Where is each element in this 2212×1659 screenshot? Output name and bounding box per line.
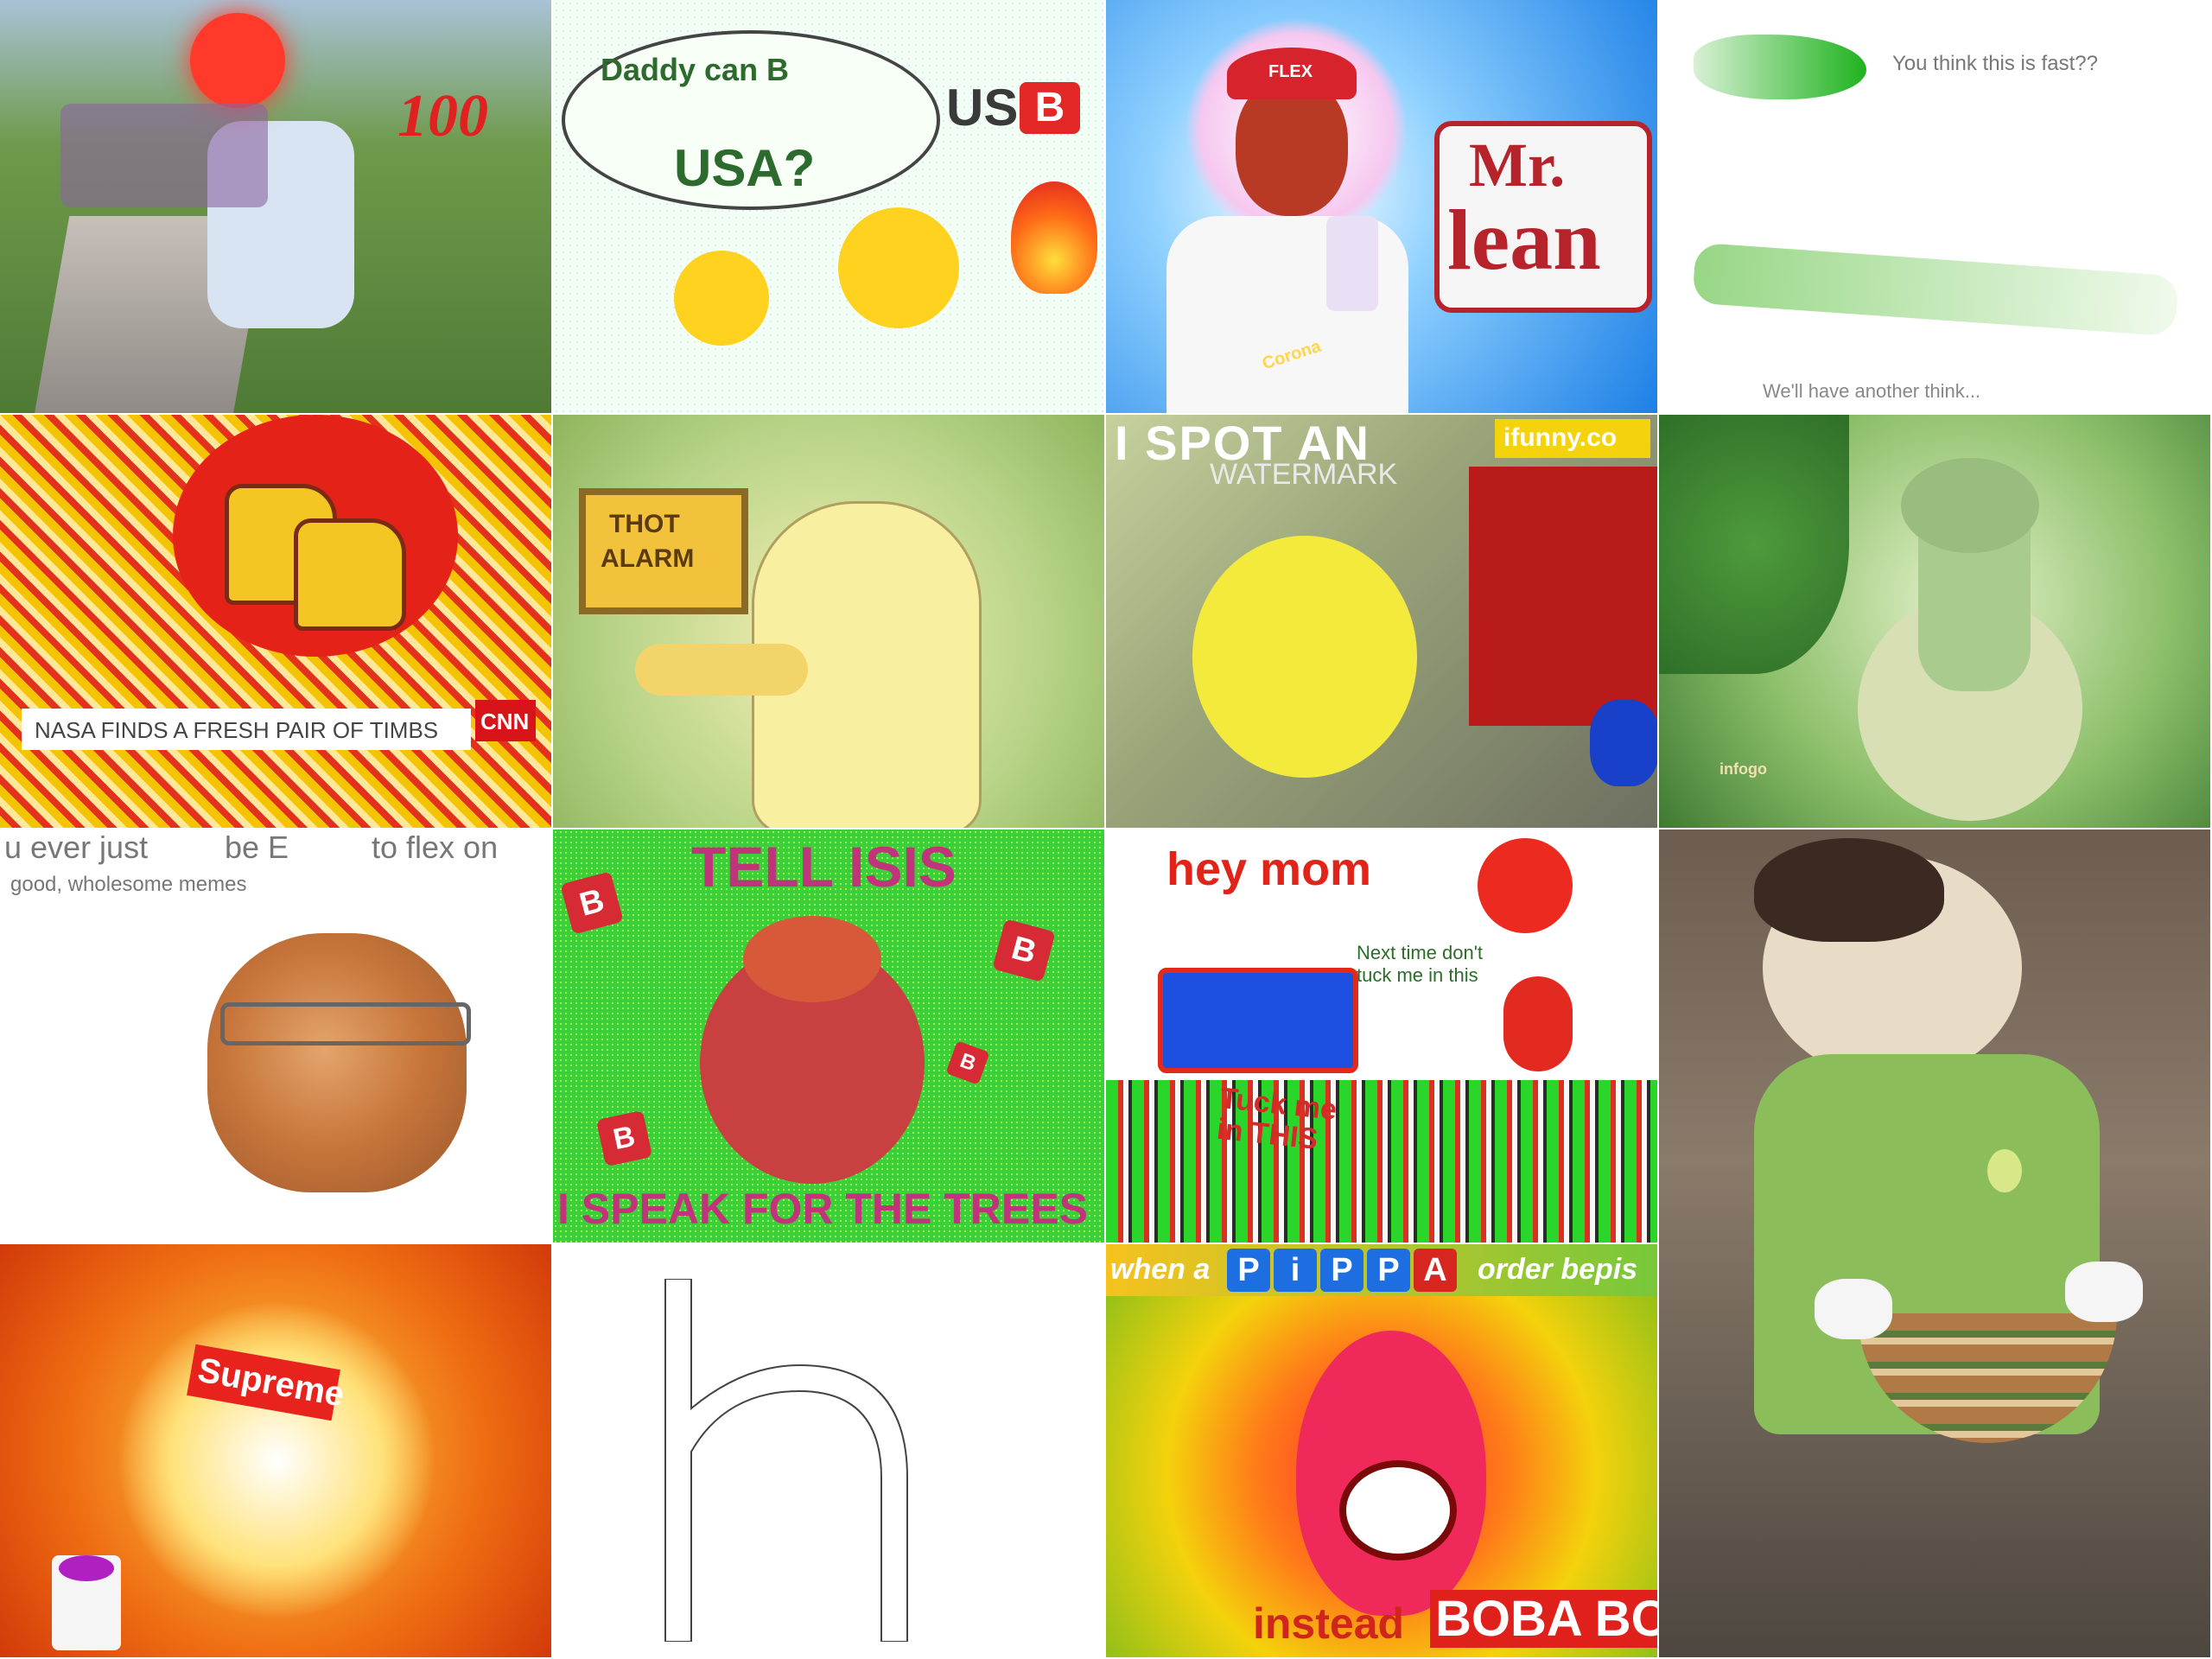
- bottom-text-a: instead: [1253, 1599, 1405, 1648]
- tile-12-cartoon-dog-bowl: [1659, 830, 2212, 1659]
- bottom-caption: We'll have another think...: [1763, 380, 1981, 402]
- laughing-emoji-2: [674, 251, 769, 346]
- top-caption: You think this is fast??: [1892, 52, 2098, 75]
- cup: [1326, 216, 1378, 311]
- tile-4-fast-meme: You think this is fast?? We'll have anot…: [1659, 0, 2212, 415]
- pippa-letter-1: P: [1227, 1249, 1270, 1292]
- glove-left: [1815, 1279, 1892, 1339]
- sign-text-2: ALARM: [601, 544, 695, 573]
- title-text: hey mom: [1166, 843, 1372, 895]
- man-head: [1236, 78, 1348, 216]
- header-text: I SPOT AN: [1115, 416, 1370, 470]
- burns-figure: [1192, 536, 1417, 778]
- tile-2-emoji-usa: Daddy can B USA? B US: [553, 0, 1106, 415]
- caption-part-3: to flex on: [372, 830, 499, 865]
- note-text: Next time don't tuck me in this: [1357, 942, 1484, 986]
- b-tile-3: B: [595, 1109, 653, 1167]
- figure-outline: [69, 1296, 484, 1624]
- lean-text: lean: [1447, 192, 1601, 288]
- alarm-sign: [579, 488, 748, 614]
- cnn-logo: [475, 700, 536, 741]
- red-cap: [1227, 48, 1357, 99]
- green-blur-bottom: [1692, 242, 2179, 337]
- bottom-text: I SPEAK FOR THE TREES: [557, 1185, 1088, 1233]
- tile-6-thot-alarm: THOT ALARM: [553, 415, 1106, 830]
- speech-bubble: [562, 30, 940, 210]
- tile-9-flex-on: u ever just be E to flex on good, wholes…: [0, 830, 553, 1244]
- us-text: US: [946, 79, 1019, 137]
- glasses: [220, 1002, 471, 1046]
- tile-8-dinosaur: infogo: [1659, 415, 2212, 830]
- cnn-text: CNN: [480, 709, 530, 734]
- caption-part-1: u ever just: [4, 830, 149, 865]
- fire-emoji: [1011, 181, 1097, 294]
- pippa-letter-5: A: [1414, 1249, 1457, 1292]
- tile-14-letter-h: h: [553, 1244, 1106, 1659]
- button: [1987, 1149, 2022, 1192]
- channel-logo: infogo: [1719, 760, 1767, 778]
- pippa-letters: P i P P A: [1227, 1249, 1478, 1292]
- boot-2: [294, 518, 406, 631]
- speech-text: Daddy can B: [601, 52, 790, 87]
- person: [1503, 976, 1573, 1071]
- hundred-emoji: 100: [397, 83, 488, 149]
- tile-11-tuck-me-in: hey mom Next time don't tuck me in this …: [1106, 830, 1659, 1244]
- glove-right: [2065, 1262, 2143, 1322]
- b-tile-2: B: [992, 918, 1056, 982]
- face-nugget: [207, 933, 467, 1192]
- bed: [1158, 968, 1358, 1073]
- pippa-letter-4: P: [1367, 1249, 1410, 1292]
- lean-liquid: [59, 1555, 114, 1581]
- caption-part-2: be E: [225, 830, 289, 865]
- mr-text: Mr.: [1469, 130, 1566, 200]
- outline-letter-h: [664, 1279, 908, 1642]
- news-ticker: [22, 709, 471, 750]
- speech-text-usa: USA?: [674, 139, 816, 197]
- bottom-text: Tuck me in THIS: [1215, 1081, 1338, 1156]
- dino-head: [1901, 458, 2039, 553]
- tile-7-i-spot-a-watermark: I SPOT AN WATERMARK ifunny.co: [1106, 415, 1659, 830]
- tile-1-man-on-sidewalk: 100: [0, 0, 553, 415]
- logo-plate: [1434, 121, 1652, 313]
- ticker-text: NASA FINDS A FRESH PAIR OF TIMBS: [35, 717, 439, 743]
- b-tile-4: B: [945, 1040, 990, 1085]
- pippa-letter-2: i: [1274, 1249, 1317, 1292]
- top-text: TELL ISIS: [691, 835, 957, 899]
- lorax-head: [743, 916, 881, 1002]
- ifunny-text: ifunny.co: [1503, 423, 1618, 452]
- tree-foliage: [1659, 415, 1849, 674]
- hand-overlay: [60, 104, 268, 207]
- watermark-text: WATERMARK: [1210, 458, 1398, 491]
- top-text-a: when a: [1110, 1253, 1211, 1286]
- mouth: [1339, 1460, 1457, 1560]
- blue-object: [1590, 700, 1657, 786]
- red-curtain: [1469, 467, 1657, 726]
- tile-11-bottom-panel: [1106, 1080, 1657, 1243]
- pippa-letter-3: P: [1320, 1249, 1363, 1292]
- tile-5-nasa-timbs: NASA FINDS A FRESH PAIR OF TIMBS CNN: [0, 415, 553, 830]
- laughing-emoji: [838, 207, 959, 328]
- dog-hair: [1754, 838, 1944, 942]
- subcaption: good, wholesome memes: [10, 873, 247, 896]
- sunglasses-face: [1478, 838, 1573, 933]
- b-emoji-badge: B: [1020, 82, 1080, 134]
- tile-15-pippa-bepis: when a P i P P A order bepis instead BOB…: [1106, 1244, 1659, 1659]
- arm: [635, 644, 808, 696]
- ifunny-badge: [1495, 419, 1650, 458]
- green-car-top: [1694, 35, 1866, 99]
- tile-13-supreme: Supreme: [0, 1244, 553, 1659]
- man-head: [190, 13, 285, 108]
- tile-3-mr-lean: FLEX Mr. lean Corona: [1106, 0, 1659, 415]
- top-text-b: order bepis: [1478, 1253, 1638, 1286]
- bottom-text-b: BOBA BOLA: [1430, 1590, 1657, 1648]
- sign-text-1: THOT: [609, 510, 680, 538]
- b-tile-1: B: [560, 871, 624, 935]
- cap-text: FLEX: [1268, 62, 1313, 81]
- tile-10-tell-isis: TELL ISIS B B B B I SPEAK FOR THE TREES: [553, 830, 1106, 1244]
